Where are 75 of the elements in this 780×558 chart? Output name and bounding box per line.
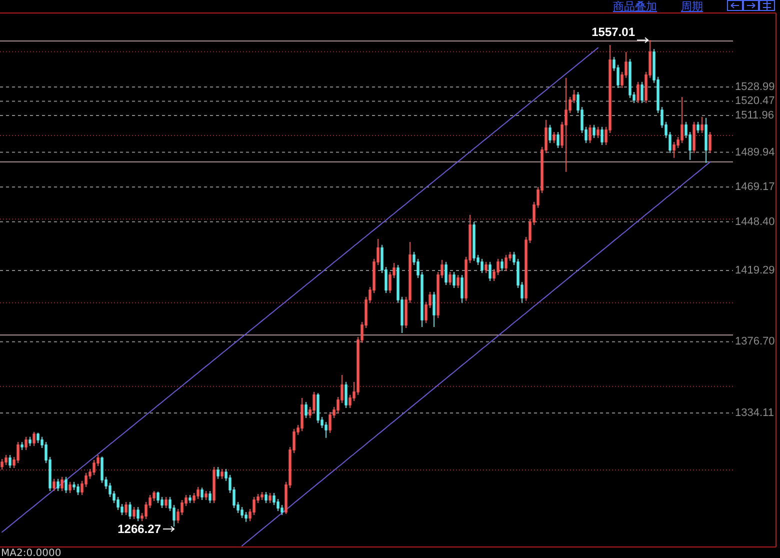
- candlestick: [8, 454, 12, 468]
- candlestick: [460, 274, 464, 304]
- candlestick: [484, 261, 488, 274]
- candlestick: [588, 124, 592, 144]
- y-tick-label: 1334.11: [735, 406, 774, 419]
- candlestick: [204, 490, 208, 500]
- candlestick: [56, 478, 60, 492]
- candlestick: [548, 124, 552, 144]
- annotation: 1557.01: [592, 25, 636, 40]
- candlestick: [452, 272, 456, 288]
- y-tick-label: 1469.17: [735, 181, 775, 194]
- candlestick: [444, 261, 448, 286]
- candlestick: [68, 481, 72, 494]
- candlestick: [196, 486, 200, 500]
- candlestick: [300, 397, 304, 432]
- candlestick: [344, 381, 348, 408]
- candlestick: [488, 261, 492, 282]
- text: MA2:0.0000: [1, 548, 62, 558]
- candlestick: [592, 124, 596, 138]
- candlestick: [696, 121, 700, 134]
- y-tick-label: 1489.94: [735, 146, 775, 158]
- candlestick: [564, 77, 568, 172]
- candlestick: [556, 132, 560, 148]
- y-tick-label: 1376.70: [735, 336, 775, 348]
- candlestick: [220, 468, 224, 480]
- candlestick: [20, 441, 24, 450]
- candlestick: [60, 476, 64, 492]
- candlestick: [52, 478, 56, 492]
- candlestick: [124, 502, 128, 516]
- candlestick: [0, 458, 4, 470]
- candlestick: [32, 431, 36, 446]
- candlestick: [64, 476, 68, 494]
- line-series: [2, 47, 598, 533]
- candlestick: [552, 132, 556, 144]
- candlestick: [640, 81, 644, 104]
- candlestick: [128, 502, 132, 520]
- candlestick: [636, 81, 640, 104]
- candlestick: [28, 436, 32, 446]
- y-tick-label: 1419.29: [735, 264, 775, 276]
- candlestick: [500, 258, 504, 272]
- candlestick: [432, 291, 436, 328]
- candlestick: [504, 254, 508, 272]
- candlestick: [264, 492, 268, 504]
- text: 商品叠加: [613, 0, 657, 13]
- candlestick: [208, 490, 212, 504]
- candlestick: [4, 454, 8, 466]
- candlestick: [704, 117, 708, 164]
- text: 周期: [681, 0, 703, 13]
- candlestick: [216, 466, 220, 480]
- candlestick: [76, 483, 80, 496]
- candlestick: [24, 436, 28, 450]
- candlestick: [708, 132, 712, 154]
- y-tick-label: 1520.47: [735, 95, 775, 108]
- annotation: 1266.27: [118, 522, 162, 536]
- candlestick: [448, 272, 452, 286]
- candlestick: [132, 506, 136, 520]
- candlestick: [188, 494, 192, 504]
- y-tick-label: 1448.40: [735, 216, 775, 228]
- candlestick: [472, 222, 476, 262]
- candlestick: [164, 496, 168, 508]
- candlestick: [480, 258, 484, 274]
- line-series: [242, 162, 710, 546]
- candlestick: [260, 492, 264, 500]
- candlestick: [456, 274, 460, 288]
- candlestick: [200, 487, 204, 500]
- y-tick-label: 1511.96: [735, 109, 774, 122]
- candlestick: [304, 402, 308, 418]
- candlestick: [268, 492, 272, 504]
- candlestick: [212, 466, 216, 504]
- candlestick: [600, 126, 604, 146]
- y-tick-label: 1528.99: [735, 80, 775, 93]
- candlestick: [700, 116, 704, 134]
- candlestick: [692, 121, 696, 154]
- candlestick: [136, 506, 140, 522]
- candlestick: [596, 126, 600, 138]
